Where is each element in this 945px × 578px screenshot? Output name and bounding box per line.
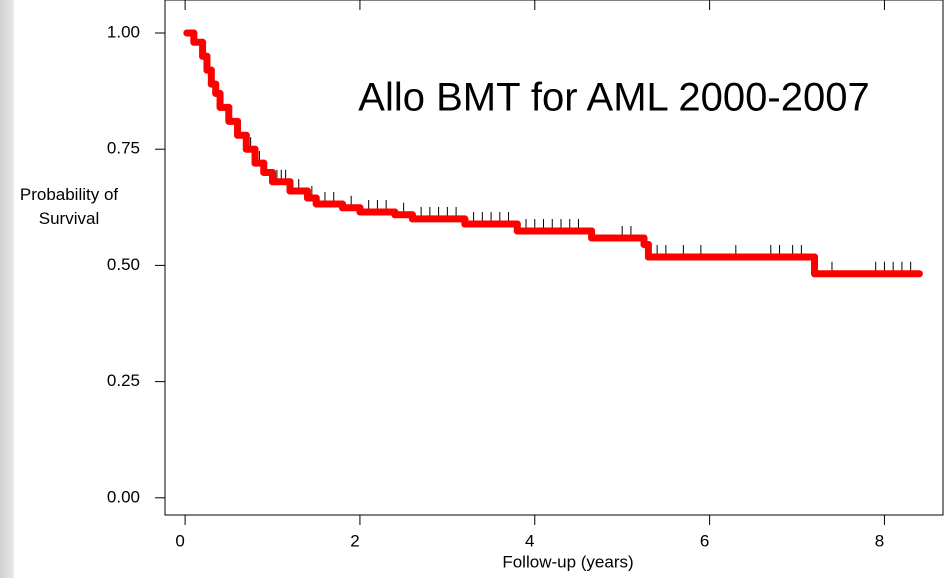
y-tick-label: 1.00	[107, 22, 140, 41]
x-tick-label: 6	[700, 531, 709, 550]
x-tick-label: 0	[175, 531, 184, 550]
side-strip	[0, 0, 14, 578]
x-tick-label: 8	[875, 531, 884, 550]
y-tick-label: 0.00	[107, 487, 140, 506]
y-tick-label: 0.50	[107, 255, 140, 274]
y-tick-label: 0.75	[107, 139, 140, 158]
plot-frame	[164, 0, 944, 516]
y-tick-label: 0.25	[107, 371, 140, 390]
x-axis-label: Follow-up (years)	[502, 552, 633, 571]
x-tick-label: 4	[525, 531, 534, 550]
chart-title: Allo BMT for AML 2000-2007	[358, 76, 869, 120]
y-axis-label: Probability of Survival	[19, 185, 119, 228]
x-tick-label: 2	[350, 531, 359, 550]
